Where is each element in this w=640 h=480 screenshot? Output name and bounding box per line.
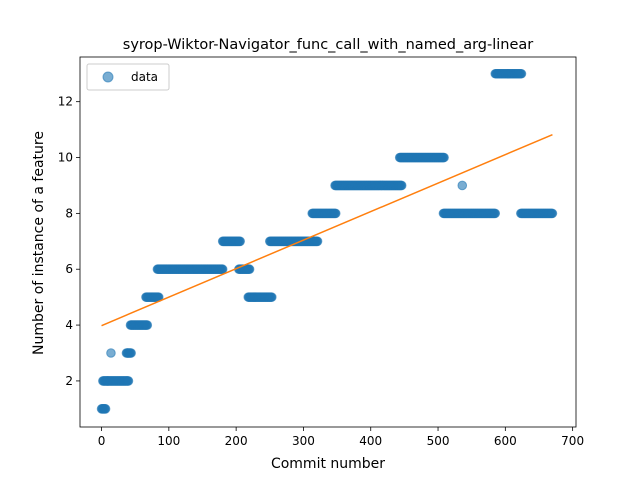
x-tick-label-1: 100 [157, 434, 180, 448]
x-tick-label-7: 700 [561, 434, 584, 448]
linear-fit-line [101, 133, 553, 327]
y-tick-label-1: 4 [65, 318, 73, 332]
data-point [547, 208, 558, 219]
y-tick-label-4: 10 [58, 151, 73, 165]
x-tick-label-5: 500 [427, 434, 450, 448]
data-point [490, 208, 501, 219]
chart-title: syrop-Wiktor-Navigator_func_call_with_na… [123, 37, 534, 53]
data-point [123, 376, 134, 386]
data-point [312, 236, 323, 247]
data-point [330, 208, 341, 219]
data-point [126, 348, 136, 358]
data-point [516, 68, 527, 79]
x-tick-label-2: 200 [225, 434, 248, 448]
x-tick-label-0: 0 [98, 434, 106, 448]
data-point [457, 180, 468, 191]
x-tick-label-6: 600 [494, 434, 517, 448]
legend-marker-data [102, 71, 114, 83]
data-point [106, 348, 116, 358]
data-point [396, 180, 407, 191]
legend-box [86, 63, 170, 91]
y-tick-label-5: 12 [58, 95, 73, 109]
y-axis-title: Number of instance of a feature [31, 131, 47, 355]
legend: data [86, 63, 170, 91]
data-point [267, 292, 277, 302]
axis-ticks: 0 100 200 300 400 500 600 700 2 4 6 8 10 12 [58, 95, 584, 448]
data-point [100, 404, 111, 414]
plot-frame [79, 56, 577, 428]
plot-area [96, 68, 558, 414]
legend-label-data: data [131, 70, 158, 84]
data-point [235, 236, 245, 247]
y-tick-label-0: 2 [65, 374, 73, 388]
data-point [439, 152, 449, 163]
y-tick-label-2: 6 [65, 262, 73, 276]
x-tick-label-4: 400 [359, 434, 382, 448]
x-axis-title: Commit number [271, 456, 385, 472]
data-point [244, 264, 255, 275]
x-tick-label-3: 300 [292, 434, 315, 448]
y-tick-label-3: 8 [65, 206, 73, 220]
data-point [142, 320, 153, 330]
